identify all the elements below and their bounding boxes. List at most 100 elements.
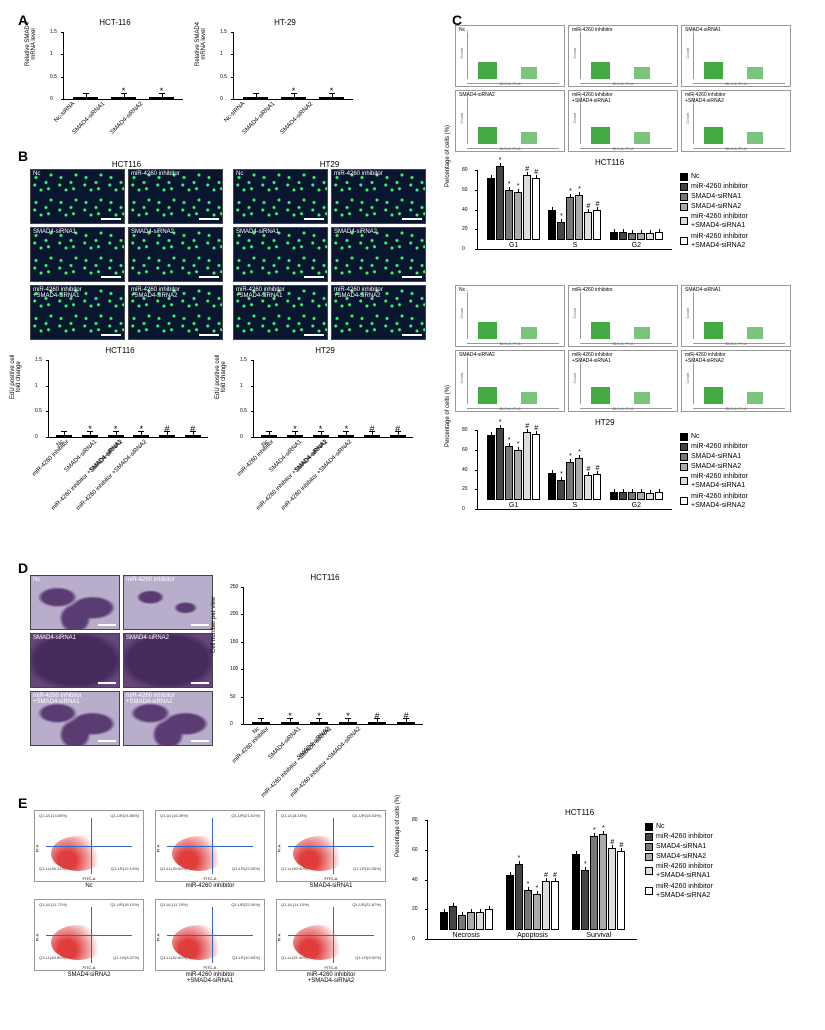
fluorescence-thumb: Nc [233,169,328,224]
significance-marker: * [317,711,321,721]
y-tick: 100 [230,666,238,672]
legend-swatch [680,173,688,181]
fluorescence-thumb: miR-4260 inhibitor +SMAD4-siRNA2 [331,285,426,340]
y-tick: 1.5 [35,357,42,363]
x-tick-label: SMAD4-siRNA2 [110,101,145,136]
flow-histogram-thumb: miR-4260 inhibitor +SMAD4-siRNA2BL3-A::P… [681,350,791,412]
quadrant-label: Q1-LR(10.65%) [232,955,260,960]
chart-title: HCT116 [565,808,594,817]
bar: # [532,434,540,500]
chart-title: HT29 [595,418,615,427]
bar: # [185,435,201,437]
y-tick: 1 [240,383,243,389]
quadrant-label: Q1-UR(21.61%) [231,813,260,818]
quadrant-label: Q1-LR(9.92%) [355,955,381,960]
bar: * [599,834,607,930]
bar [619,492,627,500]
quadrant-label: Q1-UL(14.10%) [281,902,309,907]
bar: * [524,890,532,931]
significance-marker: * [292,86,296,96]
group-label: Necrosis [453,932,480,939]
chart-title: HT29 [235,346,415,355]
bar [487,435,495,500]
thumb-group-title: HCT116 [112,160,141,169]
chart-title: HCT-116 [45,18,185,27]
legend-label: miR-4260 inhibitor +SMAD4-siRNA1 [691,472,748,490]
bar: * [575,458,583,500]
y-tick: 200 [230,611,238,617]
x-tick-label: Nc-siRNA [54,101,77,124]
significance-marker: * [330,86,334,96]
quadrant-label: Q1-UL(13.80%) [39,813,67,818]
x-tick-label: miR-4260 inhibitor [236,439,275,478]
group-label: G1 [509,242,518,249]
bar: * [566,197,574,240]
flow-histogram-thumb: miR-4260 inhibitor +SMAD4-siRNA1BL3-A::P… [568,350,678,412]
quadrant-label: Q1-UR(22.50%) [231,902,260,907]
transwell-thumb: miR-4260 inhibitor [123,575,213,630]
fluorescence-thumb: SMAD4-siRNA2 [331,227,426,282]
significance-marker: * [140,424,144,434]
quadrant-label: Q1-LR(10.35%) [353,866,381,871]
legend-label: SMAD4-siRNA2 [656,852,706,861]
legend-label: miR-4260 inhibitor [691,182,748,191]
bar: # [523,432,531,500]
bar-chart: HT29EdU positive cell fold change00.511.… [235,348,415,458]
bar [440,912,448,930]
y-tick: 0 [35,434,38,440]
significance-marker: # [374,711,379,721]
group-label: Apoptosis [517,932,548,939]
bar: # [551,881,559,931]
legend-label: Nc [691,432,700,441]
y-tick: 0 [220,96,223,102]
transwell-thumb: miR-4260 inhibitor +SMAD4-siRNA2 [123,691,213,746]
y-tick: 0 [230,721,233,727]
y-axis-label: EdU positive cell fold change [10,355,22,399]
fluorescence-thumb: miR-4260 inhibitor +SMAD4-siRNA1 [233,285,328,340]
bar: * [514,192,522,240]
bar [637,492,645,500]
bar: * [575,195,583,240]
quadrant-label: Q1-UL(11.76%) [160,902,188,907]
legend-swatch [680,477,688,485]
quadrant-label: Q1-UR(16.10%) [110,902,139,907]
significance-marker: # [395,424,400,434]
flow-histogram-thumb: miR-4260 inhibitor +SMAD4-siRNA1BL3-A::P… [568,90,678,152]
bar [610,492,618,500]
bar [619,232,627,240]
bar: * [133,435,149,437]
significance-marker: * [345,424,349,434]
bar: * [108,435,124,437]
panel-b: HCT116NcmiR-4260 inhibitorSMAD4-siRNA1SM… [30,160,430,458]
bar [548,473,556,500]
grouped-bar-chart: HT29Percentage of cells (%)020406080***#… [455,420,805,530]
bar: * [310,722,328,724]
bar: # [584,212,592,240]
panel-c: NcBL3-A::PI-ACountmiR-4260 inhibitorBL3-… [455,25,815,545]
y-tick: 1.5 [220,29,227,35]
bar: # [584,475,592,500]
scatter-label: Nc [85,883,92,889]
panel-a: HCT-116Relative SMAD4 mRNA level00.511.5… [45,20,405,140]
chart-title: HT-29 [215,18,355,27]
bar [449,906,457,930]
transwell-thumb: miR-4260 inhibitor +SMAD4-siRNA1 [30,691,120,746]
y-axis-label: EdU positive cell fold change [215,355,227,399]
grouped-bar-chart: HCT116Percentage of cells (%)020406080**… [455,160,805,270]
bar: # [364,435,380,437]
scatter-label: miR-4260 inhibitor +SMAD4-siRNA1 [186,972,235,984]
bar: * [338,435,354,437]
legend-label: miR-4260 inhibitor +SMAD4-siRNA2 [691,492,748,510]
y-tick: 0.5 [35,408,42,414]
transwell-thumb: Nc [30,575,120,630]
bar [56,435,72,437]
bar: # [617,851,625,931]
significance-marker: # [165,424,170,434]
legend-swatch [645,833,653,841]
group-label: G1 [509,502,518,509]
bar [628,492,636,500]
bar-chart: HT-29Relative SMAD4 mRNA level00.511.5Nc… [215,20,355,120]
bar: * [281,97,306,99]
legend-label: miR-4260 inhibitor +SMAD4-siRNA2 [656,882,713,900]
legend: NcmiR-4260 inhibitorSMAD4-siRNA1SMAD4-si… [645,822,713,901]
